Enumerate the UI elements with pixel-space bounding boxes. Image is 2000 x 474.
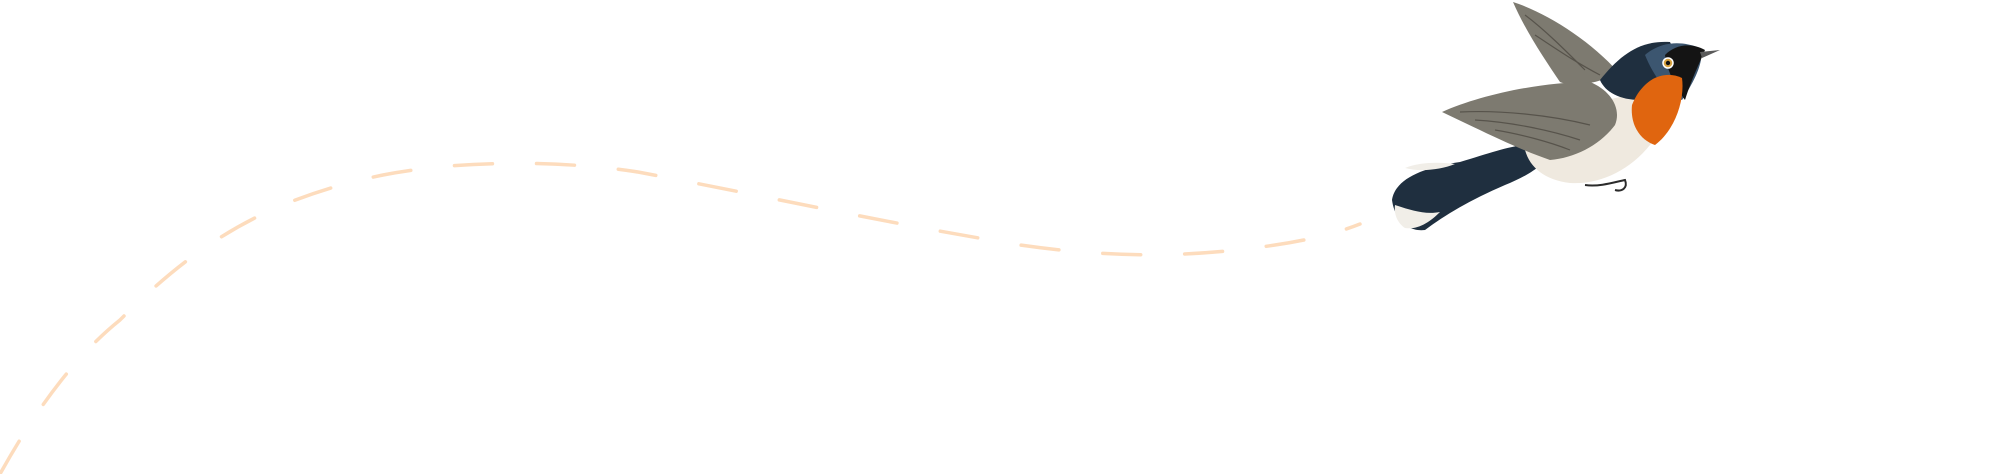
bird-icon bbox=[1392, 2, 1720, 231]
dashed-flight-path bbox=[0, 161, 1362, 474]
